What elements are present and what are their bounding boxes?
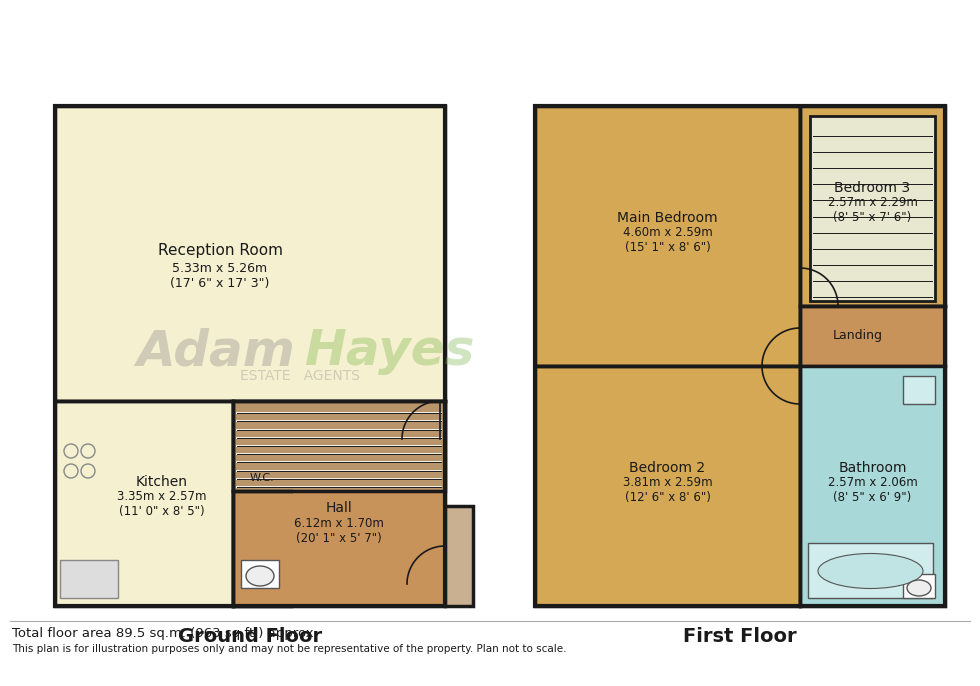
- Text: First Floor: First Floor: [683, 626, 797, 646]
- Bar: [55, 106, 445, 401]
- Bar: [233, 491, 291, 606]
- Ellipse shape: [818, 554, 923, 589]
- Bar: [903, 376, 935, 404]
- Bar: [800, 106, 945, 306]
- Text: 3.81m x 2.59m: 3.81m x 2.59m: [622, 477, 712, 490]
- Bar: [535, 366, 800, 606]
- Bar: [241, 560, 279, 588]
- Ellipse shape: [246, 566, 274, 586]
- Bar: [800, 366, 945, 606]
- Text: Bedroom 3: Bedroom 3: [834, 181, 910, 195]
- Text: Reception Room: Reception Room: [158, 244, 282, 259]
- Bar: [55, 106, 445, 606]
- Bar: [535, 106, 800, 366]
- Bar: [903, 574, 935, 598]
- Bar: [810, 116, 935, 301]
- Text: 6.12m x 1.70m: 6.12m x 1.70m: [294, 517, 384, 530]
- Text: Bathroom: Bathroom: [838, 461, 906, 475]
- Text: (15' 1" x 8' 6"): (15' 1" x 8' 6"): [624, 241, 710, 255]
- Text: Total floor area 89.5 sq.m. (963 sq.ft.) approx: Total floor area 89.5 sq.m. (963 sq.ft.)…: [12, 628, 314, 641]
- Text: 3.35m x 2.57m: 3.35m x 2.57m: [118, 490, 207, 503]
- Text: (8' 5" x 7' 6"): (8' 5" x 7' 6"): [833, 211, 911, 224]
- Bar: [233, 401, 445, 491]
- Text: (8' 5" x 6' 9"): (8' 5" x 6' 9"): [833, 491, 911, 504]
- Text: Landing: Landing: [832, 329, 883, 342]
- Bar: [233, 401, 445, 606]
- Bar: [60, 560, 118, 598]
- Text: Adam: Adam: [136, 327, 295, 375]
- Text: 2.57m x 2.29m: 2.57m x 2.29m: [827, 196, 917, 209]
- Text: Ground Floor: Ground Floor: [178, 626, 322, 646]
- Bar: [808, 543, 933, 598]
- Text: (12' 6" x 8' 6"): (12' 6" x 8' 6"): [624, 491, 710, 504]
- Text: (17' 6" x 17' 3"): (17' 6" x 17' 3"): [171, 276, 270, 289]
- Text: Bedroom 2: Bedroom 2: [629, 461, 706, 475]
- Text: Kitchen: Kitchen: [136, 475, 188, 488]
- Text: ESTATE   AGENTS: ESTATE AGENTS: [240, 369, 360, 383]
- Text: This plan is for illustration purposes only and may not be representative of the: This plan is for illustration purposes o…: [12, 644, 566, 654]
- Bar: [535, 106, 945, 606]
- Bar: [445, 506, 473, 606]
- Text: (11' 0" x 8' 5"): (11' 0" x 8' 5"): [120, 505, 205, 518]
- Bar: [800, 306, 945, 366]
- Text: Hayes: Hayes: [305, 327, 475, 375]
- Text: 2.57m x 2.06m: 2.57m x 2.06m: [828, 477, 917, 490]
- Text: W.C.: W.C.: [250, 473, 274, 483]
- Text: 5.33m x 5.26m: 5.33m x 5.26m: [172, 261, 268, 274]
- Text: Main Bedroom: Main Bedroom: [617, 211, 717, 225]
- Text: (20' 1" x 5' 7"): (20' 1" x 5' 7"): [296, 532, 382, 545]
- Bar: [55, 401, 233, 606]
- Ellipse shape: [907, 580, 931, 596]
- Text: Hall: Hall: [325, 501, 353, 515]
- Text: 4.60m x 2.59m: 4.60m x 2.59m: [622, 226, 712, 239]
